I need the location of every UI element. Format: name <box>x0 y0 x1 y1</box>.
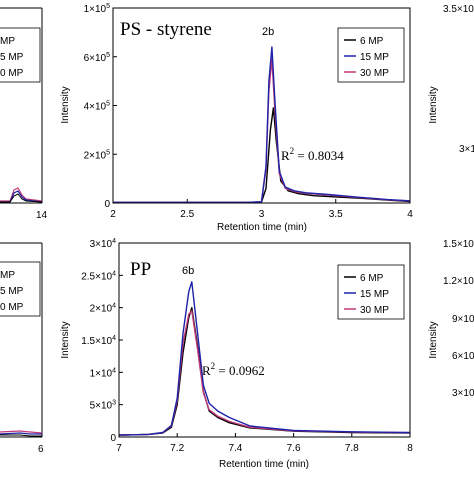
bottom-center-series <box>118 281 411 436</box>
top-center-legend-box <box>337 27 405 83</box>
tc-legend-label-3: 30 MP <box>360 68 389 79</box>
bottom-center-title: PP <box>130 259 151 280</box>
br-ylabel: Intensity <box>428 321 439 358</box>
top-center-x-tick-label: 2.5 <box>180 209 194 220</box>
top-center-series-15-mp <box>113 46 411 204</box>
bottom-center-x-tick-label: 7.8 <box>345 443 359 454</box>
bl-legend-2: 5 MP <box>0 286 24 297</box>
bottom-center-frame <box>118 242 411 438</box>
bc-legend-label-1: 6 MP <box>360 273 384 284</box>
top-center-x-tick-label: 3.5 <box>329 209 343 220</box>
bottom-center-ticks: 7 7.2 7.4 7.6 7.8 8 0 5×103 1×104 1.5×104 2×104 2.5… <box>81 238 413 454</box>
top-center-x-tick-label: 4 <box>407 209 413 220</box>
bl-trace-30 <box>0 430 43 434</box>
top-center-ylabel: Intensity <box>60 86 71 123</box>
top-center-y-tick-label: 2×105 <box>84 149 111 161</box>
tl-legend-1: MP <box>0 36 15 47</box>
bottom-center-y-tick-label: 0 <box>110 433 116 444</box>
tr-y-tick-2: 3×10 <box>459 144 474 155</box>
top-center-series-6-mp <box>113 107 411 204</box>
bc-legend-label-3: 30 MP <box>360 305 389 316</box>
top-center-frame <box>112 7 411 204</box>
top-center-ticks: 2 2.5 3 3.5 4 0 2×105 4×105 6×105 1×105 <box>84 3 414 220</box>
top-center-x-tick-label: 2 <box>110 209 116 220</box>
bl-legend-1: MP <box>0 270 15 281</box>
tr-y-tick-1: 3.5×10 <box>443 4 474 15</box>
tl-legend-3: 0 MP <box>0 68 24 79</box>
panel-top-center: 2 2.5 3 3.5 4 0 2×105 4×105 6×105 1×105 PS - styr… <box>60 3 413 233</box>
top-center-series <box>113 46 411 204</box>
panel-top-right: Intensity 3.5×10 3×10 <box>428 4 474 155</box>
bottom-center-x-tick-label: 7.6 <box>287 443 301 454</box>
bottom-center-peak-label: 6b <box>182 265 194 277</box>
bottom-center-x-tick-label: 7 <box>116 443 122 454</box>
bottom-center-y-tick-label: 2.5×104 <box>81 270 116 282</box>
bottom-center-y-tick-label: 3×104 <box>90 238 117 250</box>
top-center-xlabel: Retention time (min) <box>217 222 307 233</box>
tl-x-tick: 14 <box>36 210 48 221</box>
top-center-y-tick-label: 4×105 <box>84 101 111 113</box>
bottom-center-series-15-mp <box>118 281 411 436</box>
bottom-center-ylabel: Intensity <box>60 321 71 358</box>
bottom-center-x-tick-label: 7.4 <box>228 443 242 454</box>
br-y-tick-2: 1.2×10 <box>443 276 474 287</box>
panel-bottom-left: 6 MP 5 MP 0 MP <box>0 242 44 455</box>
bottom-center-legend-box <box>337 264 405 320</box>
tl-legend-2: 5 MP <box>0 52 24 63</box>
bl-trace-6 <box>0 434 42 437</box>
top-center-y-tick-label: 1×105 <box>84 3 111 15</box>
panel-top-left: 14 MP 5 MP 0 MP <box>0 7 48 221</box>
panel-bottom-right: Intensity 1.5×10 1.2×10 9×10 6×10 3×10 <box>428 239 474 399</box>
top-center-peak-label: 2b <box>262 26 274 38</box>
tr-ylabel: Intensity <box>428 86 439 123</box>
bl-x-tick: 6 <box>38 444 44 455</box>
br-y-tick-5: 3×10 <box>452 388 474 399</box>
top-center-legend: 6 MP 15 MP 30 MP <box>337 27 405 83</box>
bl-trace-15 <box>0 432 42 435</box>
tc-legend-label-2: 15 MP <box>360 52 389 63</box>
bottom-center-y-tick-label: 1×104 <box>90 367 117 379</box>
top-center-x-tick-label: 3 <box>259 209 265 220</box>
br-y-tick-4: 6×10 <box>452 351 474 362</box>
bottom-center-x-tick-label: 7.2 <box>170 443 184 454</box>
top-center-title: PS - styrene <box>120 19 212 40</box>
bottom-center-y-tick-label: 1.5×104 <box>81 335 116 347</box>
bottom-center-legend: 6 MP 15 MP 30 MP <box>337 264 405 320</box>
bottom-center-y-tick-label: 5×103 <box>90 400 117 412</box>
bl-legend-3: 0 MP <box>0 302 24 313</box>
bottom-center-y-tick-label: 2×104 <box>90 303 117 315</box>
bottom-center-r2: R2 = 0.0962 <box>202 361 265 378</box>
bottom-center-xlabel: Retention time (min) <box>219 459 309 470</box>
bc-legend-label-2: 15 MP <box>360 289 389 300</box>
bl-legend-box <box>0 261 41 317</box>
top-center-y-tick-label: 6×105 <box>84 52 111 64</box>
top-center-r2: R2 = 0.8034 <box>281 146 344 163</box>
top-center-y-tick-label: 0 <box>104 199 110 210</box>
bottom-center-x-tick-label: 8 <box>407 443 413 454</box>
panel-bottom-center: 7 7.2 7.4 7.6 7.8 8 0 5×103 1×104 1.5×104 2×104 2.5… <box>60 238 413 470</box>
br-y-tick-3: 9×10 <box>452 314 474 325</box>
br-y-tick-1: 1.5×10 <box>443 239 474 250</box>
tl-legend-box <box>0 27 41 83</box>
tl-trace-6 <box>0 193 43 203</box>
tc-legend-label-1: 6 MP <box>360 36 384 47</box>
